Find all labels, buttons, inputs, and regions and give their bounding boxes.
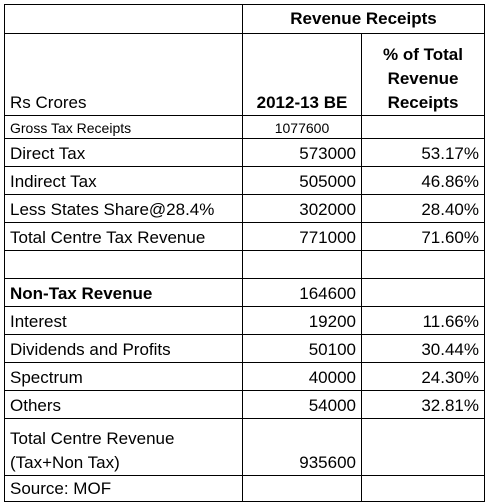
cell-value: 19200: [242, 306, 362, 335]
cell-value: 302000: [242, 194, 362, 223]
row: Interest 19200 11.66%: [4, 306, 486, 335]
cell-value: 11.66%: [360, 306, 486, 335]
cell-value: 32.81%: [360, 390, 486, 419]
row-label: Spectrum: [4, 362, 243, 391]
revenue-table: Revenue Receipts Rs Crores 2012-13 BE % …: [4, 4, 486, 502]
non-tax-rows: Interest 19200 11.66% Dividends and Profits…: [4, 306, 486, 419]
row-label: Total Centre Tax Revenue: [4, 222, 243, 251]
row-label: Direct Tax: [4, 138, 243, 167]
cell: [360, 115, 486, 139]
row: Less States Share@28.4% 302000 28.40%: [4, 194, 486, 223]
column-header: % of Total Revenue Receipts: [360, 33, 486, 116]
title-row: Revenue Receipts: [4, 4, 486, 34]
cell-value: 573000: [242, 138, 362, 167]
row: Source: MOF: [4, 475, 486, 502]
table-title: Revenue Receipts: [241, 4, 486, 34]
row-label: Total Centre Revenue (Tax+Non Tax): [4, 418, 243, 476]
cell-value: 24.30%: [360, 362, 486, 391]
cell: [360, 418, 486, 476]
cell-value: 40000: [242, 362, 362, 391]
row-label: Dividends and Profits: [4, 334, 243, 363]
row-label: Non-Tax Revenue: [4, 278, 243, 307]
row: Spectrum 40000 24.30%: [4, 362, 486, 391]
row: Direct Tax 573000 53.17%: [4, 138, 486, 167]
cell-value: 53.17%: [360, 138, 486, 167]
tax-rows: Direct Tax 573000 53.17% Indirect Tax 505000…: [4, 138, 486, 251]
cell-value: 1077600: [242, 115, 362, 139]
cell: [242, 250, 362, 279]
cell-value: 50100: [242, 334, 362, 363]
cell: [360, 250, 486, 279]
cell-value: 30.44%: [360, 334, 486, 363]
row: Indirect Tax 505000 46.86%: [4, 166, 486, 195]
row-label: Gross Tax Receipts: [4, 115, 243, 139]
row-label: Indirect Tax: [4, 166, 243, 195]
cell: [4, 250, 243, 279]
row: Total Centre Tax Revenue 771000 71.60%: [4, 222, 486, 251]
cell-value: 505000: [242, 166, 362, 195]
cell-value: 771000: [242, 222, 362, 251]
row-label: Others: [4, 390, 243, 419]
row: Gross Tax Receipts 1077600: [4, 115, 486, 139]
cell-value: 935600: [242, 418, 362, 476]
row: Total Centre Revenue (Tax+Non Tax) 93560…: [4, 418, 486, 476]
spacer-row: [4, 250, 486, 279]
cell-value: 46.86%: [360, 166, 486, 195]
cell-value: 164600: [242, 278, 362, 307]
cell: [242, 475, 362, 502]
cell: [360, 278, 486, 307]
row: Others 54000 32.81%: [4, 390, 486, 419]
header-row: Rs Crores 2012-13 BE % of Total Revenue …: [4, 33, 486, 116]
row-label: Less States Share@28.4%: [4, 194, 243, 223]
cell: [4, 4, 243, 34]
row: Non-Tax Revenue 164600: [4, 278, 486, 307]
cell-value: 54000: [242, 390, 362, 419]
cell-value: 28.40%: [360, 194, 486, 223]
row: Dividends and Profits 50100 30.44%: [4, 334, 486, 363]
row-label: Interest: [4, 306, 243, 335]
column-header: 2012-13 BE: [242, 33, 362, 116]
cell: [360, 475, 486, 502]
cell-value: 71.60%: [360, 222, 486, 251]
source: Source: MOF: [4, 475, 243, 502]
column-header: Rs Crores: [4, 33, 243, 116]
